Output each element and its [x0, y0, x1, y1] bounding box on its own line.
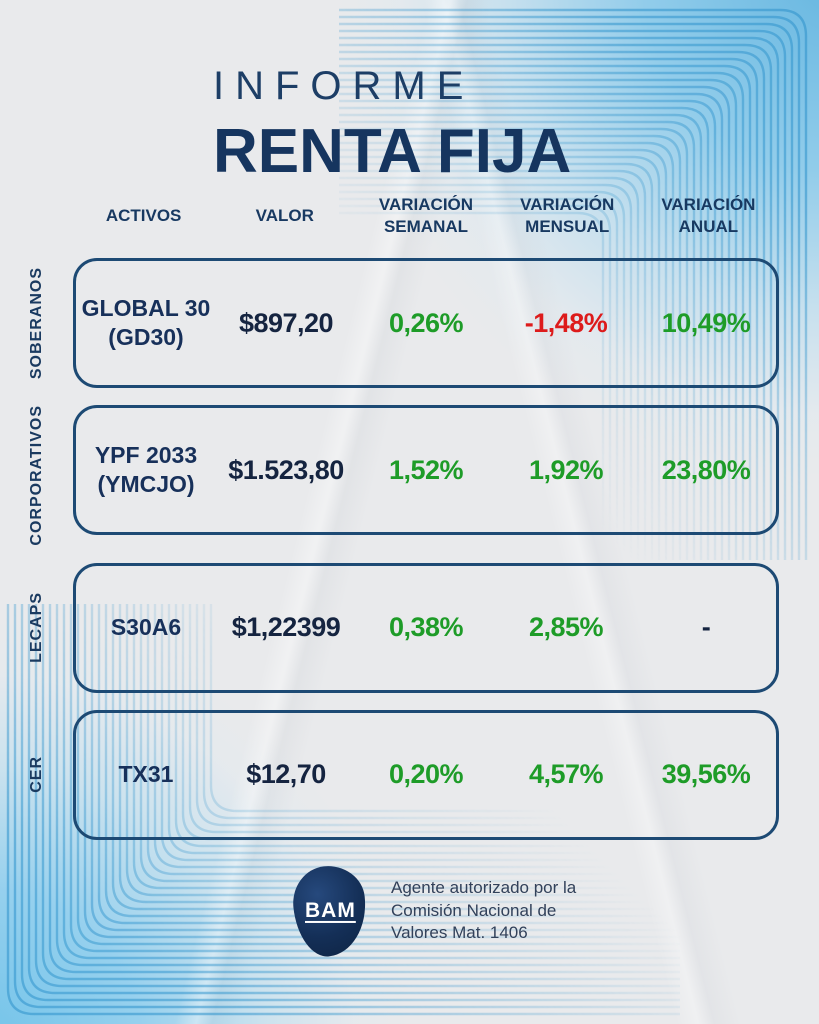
- variation-annual: -: [701, 612, 711, 643]
- regulatory-disclaimer: Agente autorizado por la Comisión Nacion…: [391, 877, 577, 943]
- column-header-valor: VALOR: [255, 206, 314, 226]
- variation-weekly: 0,26%: [388, 307, 464, 338]
- title-block: INFORME RENTA FIJA: [213, 64, 571, 187]
- group-label-text: SOBERANOS: [27, 266, 45, 380]
- group-label-lecaps: LECAPS: [0, 563, 73, 693]
- column-header-activos: ACTIVOS: [105, 206, 182, 226]
- asset-value: $1,22399: [231, 612, 341, 643]
- title-kicker: INFORME: [213, 64, 475, 108]
- asset-row-s30a6: S30A6 $1,22399 0,38% 2,85% -: [73, 562, 779, 693]
- bam-logo: BAM: [289, 862, 371, 960]
- group-label-text: CER: [27, 756, 45, 793]
- footer: BAM Agente autorizado por la Comisión Na…: [289, 862, 577, 960]
- group-label-corporativos: CORPORATIVOS: [0, 405, 73, 546]
- asset-name: TX31: [118, 761, 174, 788]
- asset-row-gd30: GLOBAL 30 (GD30) $897,20 0,26% -1,48% 10…: [73, 258, 779, 388]
- column-header-variacion-semanal: VARIACIÓN SEMANAL: [378, 195, 474, 237]
- asset-row-ymcjo: YPF 2033 (YMCJO) $1.523,80 1,52% 1,92% 2…: [73, 405, 779, 535]
- variation-monthly: 1,92%: [528, 454, 604, 485]
- variation-monthly: 2,85%: [528, 612, 604, 643]
- asset-value: $897,20: [238, 307, 334, 338]
- row-group-cer: CER TX31 $12,70 0,20% 4,57% 39,56%: [0, 709, 819, 840]
- column-header-variacion-mensual: VARIACIÓN MENSUAL: [520, 195, 615, 237]
- asset-name: GLOBAL 30 (GD30): [81, 295, 211, 350]
- group-label-text: LECAPS: [27, 592, 45, 664]
- asset-name: S30A6: [110, 614, 182, 641]
- group-label-text: CORPORATIVOS: [27, 405, 45, 546]
- variation-monthly: -1,48%: [524, 307, 608, 338]
- row-group-soberanos: SOBERANOS GLOBAL 30 (GD30) $897,20 0,26%…: [0, 258, 819, 388]
- bam-logo-text: BAM: [304, 899, 356, 923]
- variation-weekly: 0,38%: [388, 612, 464, 643]
- variation-weekly: 1,52%: [388, 454, 464, 485]
- asset-name: YPF 2033 (YMCJO): [94, 442, 198, 497]
- variation-monthly: 4,57%: [528, 759, 604, 790]
- variation-annual: 10,49%: [661, 307, 751, 338]
- row-group-corporativos: CORPORATIVOS YPF 2033 (YMCJO) $1.523,80 …: [0, 405, 819, 546]
- asset-value: $12,70: [246, 759, 326, 790]
- group-label-soberanos: SOBERANOS: [0, 258, 73, 388]
- variation-weekly: 0,20%: [388, 759, 464, 790]
- variation-annual: 39,56%: [661, 759, 751, 790]
- page-title: RENTA FIJA: [213, 117, 572, 186]
- column-header-variacion-anual: VARIACIÓN ANUAL: [661, 195, 756, 237]
- group-label-cer: CER: [0, 710, 73, 840]
- asset-rows: SOBERANOS GLOBAL 30 (GD30) $897,20 0,26%…: [0, 258, 819, 840]
- row-group-lecaps: LECAPS S30A6 $1,22399 0,38% 2,85% -: [0, 562, 819, 693]
- variation-annual: 23,80%: [661, 454, 751, 485]
- asset-row-tx31: TX31 $12,70 0,20% 4,57% 39,56%: [73, 709, 779, 840]
- asset-value: $1.523,80: [228, 454, 344, 485]
- table-header-row: ACTIVOS VALOR VARIACIÓN SEMANAL VARIACIÓ…: [73, 194, 779, 238]
